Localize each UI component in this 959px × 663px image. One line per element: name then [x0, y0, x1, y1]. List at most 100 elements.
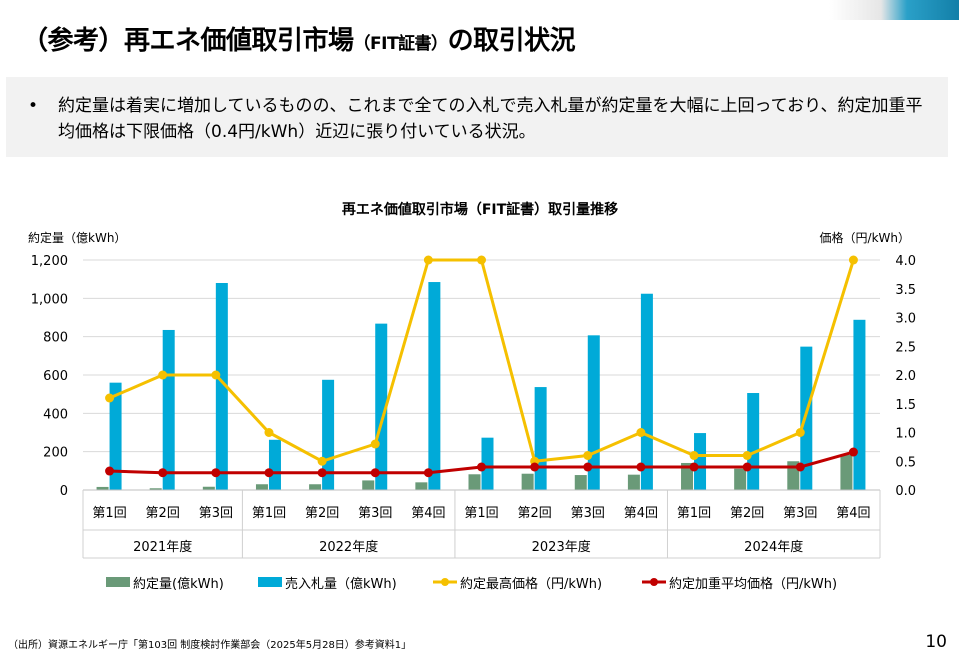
point-max-price: [317, 456, 327, 466]
bar-sell-bid: [640, 293, 653, 490]
bar-contracted: [627, 474, 640, 490]
point-max-price: [636, 428, 646, 437]
bar-contracted: [840, 454, 853, 490]
point-avg-price: [105, 466, 115, 476]
legend-marker: [441, 578, 449, 586]
right-tick-label: 1.0: [895, 427, 916, 442]
bar-sell-bid: [534, 387, 547, 490]
point-avg-price: [689, 462, 699, 472]
bar-contracted: [415, 482, 428, 490]
bar-contracted: [309, 484, 322, 490]
point-avg-price: [264, 468, 274, 478]
category-label: 第2回: [730, 506, 764, 521]
category-label: 第1回: [677, 506, 711, 521]
bar-contracted: [362, 480, 375, 490]
category-label: 第3回: [358, 506, 392, 521]
right-tick-label: 4.0: [895, 254, 916, 269]
right-tick-label: 3.5: [895, 283, 916, 298]
bar-sell-bid: [747, 393, 760, 490]
category-label: 第4回: [836, 506, 870, 521]
point-avg-price: [158, 468, 168, 478]
left-tick-label: 600: [43, 369, 68, 384]
summary-bullet: • 約定量は着実に増加しているものの、これまで全ての入札で売入札量が約定量を大幅…: [28, 93, 928, 145]
left-axis-label: 約定量（億kWh）: [28, 230, 126, 245]
legend-label: 約定加重平均価格（円/kWh): [669, 576, 837, 592]
point-avg-price: [530, 462, 540, 472]
category-label: 第3回: [783, 506, 817, 521]
bar-contracted: [681, 462, 694, 490]
point-max-price: [158, 370, 168, 380]
category-label: 第2回: [305, 506, 339, 521]
point-avg-price: [742, 462, 752, 472]
point-avg-price: [423, 468, 433, 478]
point-avg-price: [848, 447, 858, 457]
category-label: 第4回: [411, 506, 445, 521]
bar-sell-bid: [268, 439, 281, 490]
category-label: 第1回: [464, 506, 498, 521]
point-avg-price: [477, 462, 486, 472]
point-avg-price: [370, 468, 380, 478]
right-axis-label: 価格（円/kWh）: [820, 230, 910, 245]
point-avg-price: [795, 462, 805, 472]
left-tick-label: 0: [60, 484, 68, 499]
bar-sell-bid: [800, 346, 813, 490]
category-label: 第3回: [199, 506, 233, 521]
page-number: 10: [925, 632, 947, 652]
point-max-price: [105, 393, 115, 403]
right-tick-label: 1.5: [895, 398, 916, 413]
right-tick-label: 3.0: [895, 312, 916, 327]
chart-title: 再エネ価値取引市場（FIT証書）取引量推移: [342, 201, 618, 218]
bullet-icon: •: [28, 96, 39, 116]
left-tick-label: 1,000: [31, 292, 68, 307]
left-tick-label: 800: [43, 331, 68, 346]
legend-label: 約定量(億kWh): [133, 576, 224, 592]
bar-contracted: [149, 488, 162, 490]
group-label: 2023年度: [532, 539, 591, 555]
bar-sell-bid: [694, 433, 707, 490]
point-max-price: [689, 451, 699, 460]
group-label: 2021年度: [133, 539, 192, 555]
bar-sell-bid: [375, 323, 388, 490]
bar-contracted: [574, 475, 587, 490]
category-label: 第3回: [571, 506, 605, 521]
left-tick-label: 200: [43, 446, 68, 461]
right-tick-label: 0.0: [895, 484, 916, 499]
point-max-price: [742, 451, 752, 460]
point-max-price: [264, 428, 274, 437]
right-tick-label: 2.5: [895, 340, 916, 355]
bar-contracted: [255, 484, 268, 490]
point-avg-price: [583, 462, 593, 472]
right-tick-label: 2.0: [895, 369, 916, 384]
bar-sell-bid: [481, 437, 494, 490]
category-label: 第1回: [92, 506, 126, 521]
point-max-price: [211, 370, 221, 380]
point-max-price: [370, 439, 380, 449]
category-label: 第2回: [517, 506, 551, 521]
bar-sell-bid: [215, 283, 228, 490]
legend-label: 売入札量（億kWh): [285, 576, 397, 592]
bar-contracted: [468, 474, 481, 490]
header-decoration: [829, 0, 959, 20]
bar-contracted: [202, 486, 215, 490]
bar-sell-bid: [162, 329, 175, 490]
point-avg-price: [317, 468, 327, 478]
trading-volume-chart: 再エネ価値取引市場（FIT証書）取引量推移 約定量（億kWh） 価格（円/kWh…: [28, 201, 916, 592]
group-label: 2024年度: [744, 539, 803, 555]
point-max-price: [477, 255, 486, 265]
category-label: 第4回: [624, 506, 658, 521]
left-tick-label: 400: [43, 407, 68, 422]
bar-contracted: [734, 468, 747, 490]
legend-swatch: [106, 577, 130, 587]
bar-contracted: [96, 486, 109, 490]
bar-sell-bid: [109, 382, 122, 490]
legend-label: 約定最高価格（円/kWh): [460, 576, 602, 592]
category-label: 第1回: [252, 506, 286, 521]
summary-text: 約定量は着実に増加しているものの、これまで全ての入札で売入札量が約定量を大幅に上…: [58, 96, 923, 142]
title-small: （FIT証書）: [353, 34, 449, 54]
point-max-price: [423, 255, 433, 265]
point-avg-price: [636, 462, 646, 472]
right-tick-label: 0.5: [895, 455, 916, 470]
source-note: （出所）資源エネルギー庁「第103回 制度検討作業部会（2025年5月28日）参…: [8, 640, 412, 651]
bar-contracted: [521, 473, 534, 490]
